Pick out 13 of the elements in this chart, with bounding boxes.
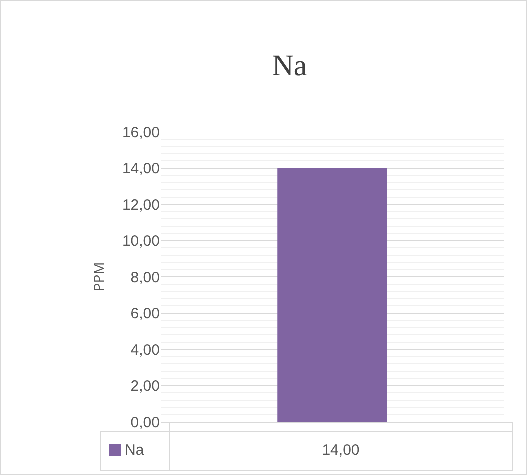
y-tick-label: 12,00 bbox=[122, 196, 160, 214]
y-tick-label: 10,00 bbox=[122, 233, 160, 250]
y-tick-label: 16,00 bbox=[122, 124, 160, 142]
legend-label: Na bbox=[125, 442, 144, 459]
y-tick-label: 0,00 bbox=[130, 414, 160, 432]
y-tick-label: 8,00 bbox=[130, 269, 160, 286]
y-tick-label: 6,00 bbox=[130, 306, 160, 322]
y-tick-label: 14,00 bbox=[122, 160, 160, 178]
data-label: 14,00 bbox=[170, 431, 512, 470]
chart-title: Na bbox=[272, 49, 308, 82]
y-axis-title: PPM bbox=[90, 262, 110, 292]
y-tick-label: 2,00 bbox=[130, 378, 160, 395]
y-tick-label: 4,00 bbox=[130, 342, 160, 359]
